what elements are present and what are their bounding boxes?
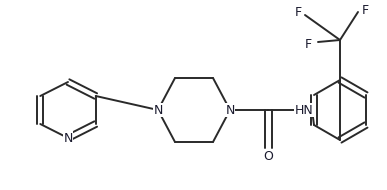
Text: O: O: [263, 150, 273, 162]
Text: N: N: [63, 131, 73, 145]
Text: N: N: [153, 104, 163, 116]
Text: N: N: [225, 104, 235, 116]
Text: F: F: [295, 6, 301, 20]
Text: F: F: [361, 3, 368, 17]
Text: HN: HN: [295, 104, 313, 116]
Text: F: F: [305, 37, 312, 51]
